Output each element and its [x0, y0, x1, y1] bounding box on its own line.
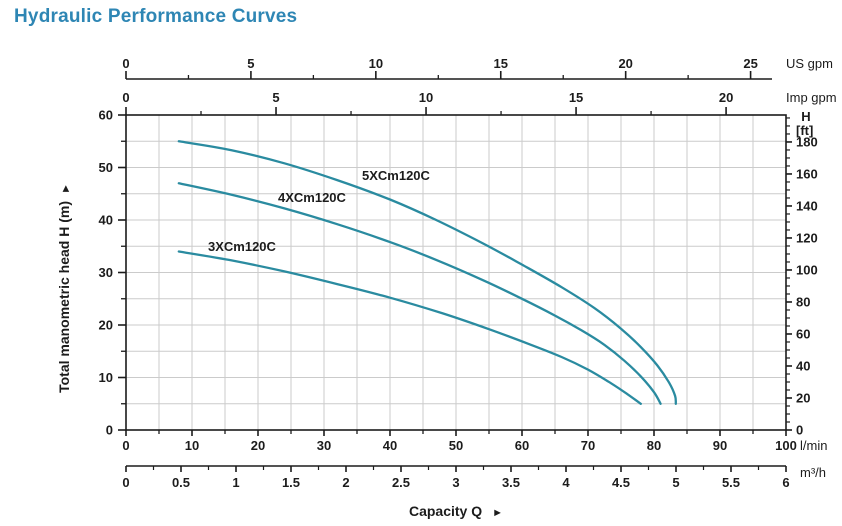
- svg-text:4.5: 4.5: [612, 475, 630, 490]
- svg-text:30: 30: [99, 265, 113, 280]
- svg-text:15: 15: [494, 56, 508, 71]
- svg-text:1.5: 1.5: [282, 475, 300, 490]
- svg-text:100: 100: [775, 438, 797, 453]
- right-arrow-icon: ►: [492, 507, 504, 519]
- svg-text:6: 6: [782, 475, 789, 490]
- svg-text:0: 0: [122, 90, 129, 105]
- svg-text:50: 50: [449, 438, 463, 453]
- svg-text:0: 0: [122, 56, 129, 71]
- svg-text:40: 40: [796, 358, 810, 373]
- svg-text:160: 160: [796, 166, 818, 181]
- svg-text:10: 10: [99, 370, 113, 385]
- svg-text:m³/h: m³/h: [800, 465, 826, 480]
- svg-text:0: 0: [122, 438, 129, 453]
- svg-text:[ft]: [ft]: [796, 123, 813, 138]
- svg-text:120: 120: [796, 230, 818, 245]
- svg-text:0: 0: [122, 475, 129, 490]
- svg-text:20: 20: [618, 56, 632, 71]
- svg-text:80: 80: [796, 294, 810, 309]
- svg-text:90: 90: [713, 438, 727, 453]
- up-arrow-icon: ►: [60, 183, 72, 194]
- curve-label-4xcm120c: 4XCm120C: [278, 190, 346, 205]
- svg-text:40: 40: [383, 438, 397, 453]
- svg-text:60: 60: [515, 438, 529, 453]
- svg-text:70: 70: [581, 438, 595, 453]
- svg-text:100: 100: [796, 262, 818, 277]
- svg-text:0: 0: [796, 423, 803, 438]
- svg-text:40: 40: [99, 213, 113, 228]
- svg-text:10: 10: [369, 56, 383, 71]
- svg-text:4: 4: [562, 475, 570, 490]
- x-axis-title: Capacity Q ►: [306, 503, 606, 519]
- y-axis-title-text: Total manometric head H (m): [56, 201, 72, 393]
- svg-text:180: 180: [796, 134, 818, 149]
- svg-text:10: 10: [419, 90, 433, 105]
- svg-text:60: 60: [99, 108, 113, 123]
- svg-text:5: 5: [247, 56, 254, 71]
- svg-text:H: H: [801, 109, 810, 124]
- svg-text:1: 1: [232, 475, 239, 490]
- page-title: Hydraulic Performance Curves: [14, 6, 298, 27]
- svg-text:0.5: 0.5: [172, 475, 190, 490]
- svg-text:140: 140: [796, 198, 818, 213]
- svg-text:80: 80: [647, 438, 661, 453]
- svg-text:2.5: 2.5: [392, 475, 410, 490]
- svg-text:5: 5: [672, 475, 679, 490]
- x-axis-title-text: Capacity Q: [408, 503, 483, 519]
- svg-text:US gpm: US gpm: [786, 56, 833, 71]
- svg-text:10: 10: [185, 438, 199, 453]
- svg-text:3: 3: [452, 475, 459, 490]
- svg-text:3.5: 3.5: [502, 475, 520, 490]
- svg-text:20: 20: [796, 390, 810, 405]
- svg-text:l/min: l/min: [800, 438, 827, 453]
- svg-text:2: 2: [342, 475, 349, 490]
- svg-text:0: 0: [106, 423, 113, 438]
- curve-label-3xcm120c: 3XCm120C: [208, 239, 276, 254]
- svg-text:Imp gpm: Imp gpm: [786, 90, 837, 105]
- svg-text:50: 50: [99, 160, 113, 175]
- svg-text:20: 20: [99, 318, 113, 333]
- svg-text:15: 15: [569, 90, 583, 105]
- svg-text:25: 25: [743, 56, 757, 71]
- curve-label-5xcm120c: 5XCm120C: [362, 168, 430, 183]
- svg-text:5: 5: [272, 90, 279, 105]
- svg-text:5.5: 5.5: [722, 475, 740, 490]
- y-axis-title: Total manometric head H (m) ►: [56, 138, 72, 438]
- svg-text:20: 20: [251, 438, 265, 453]
- svg-text:20: 20: [719, 90, 733, 105]
- svg-text:60: 60: [796, 326, 810, 341]
- svg-text:30: 30: [317, 438, 331, 453]
